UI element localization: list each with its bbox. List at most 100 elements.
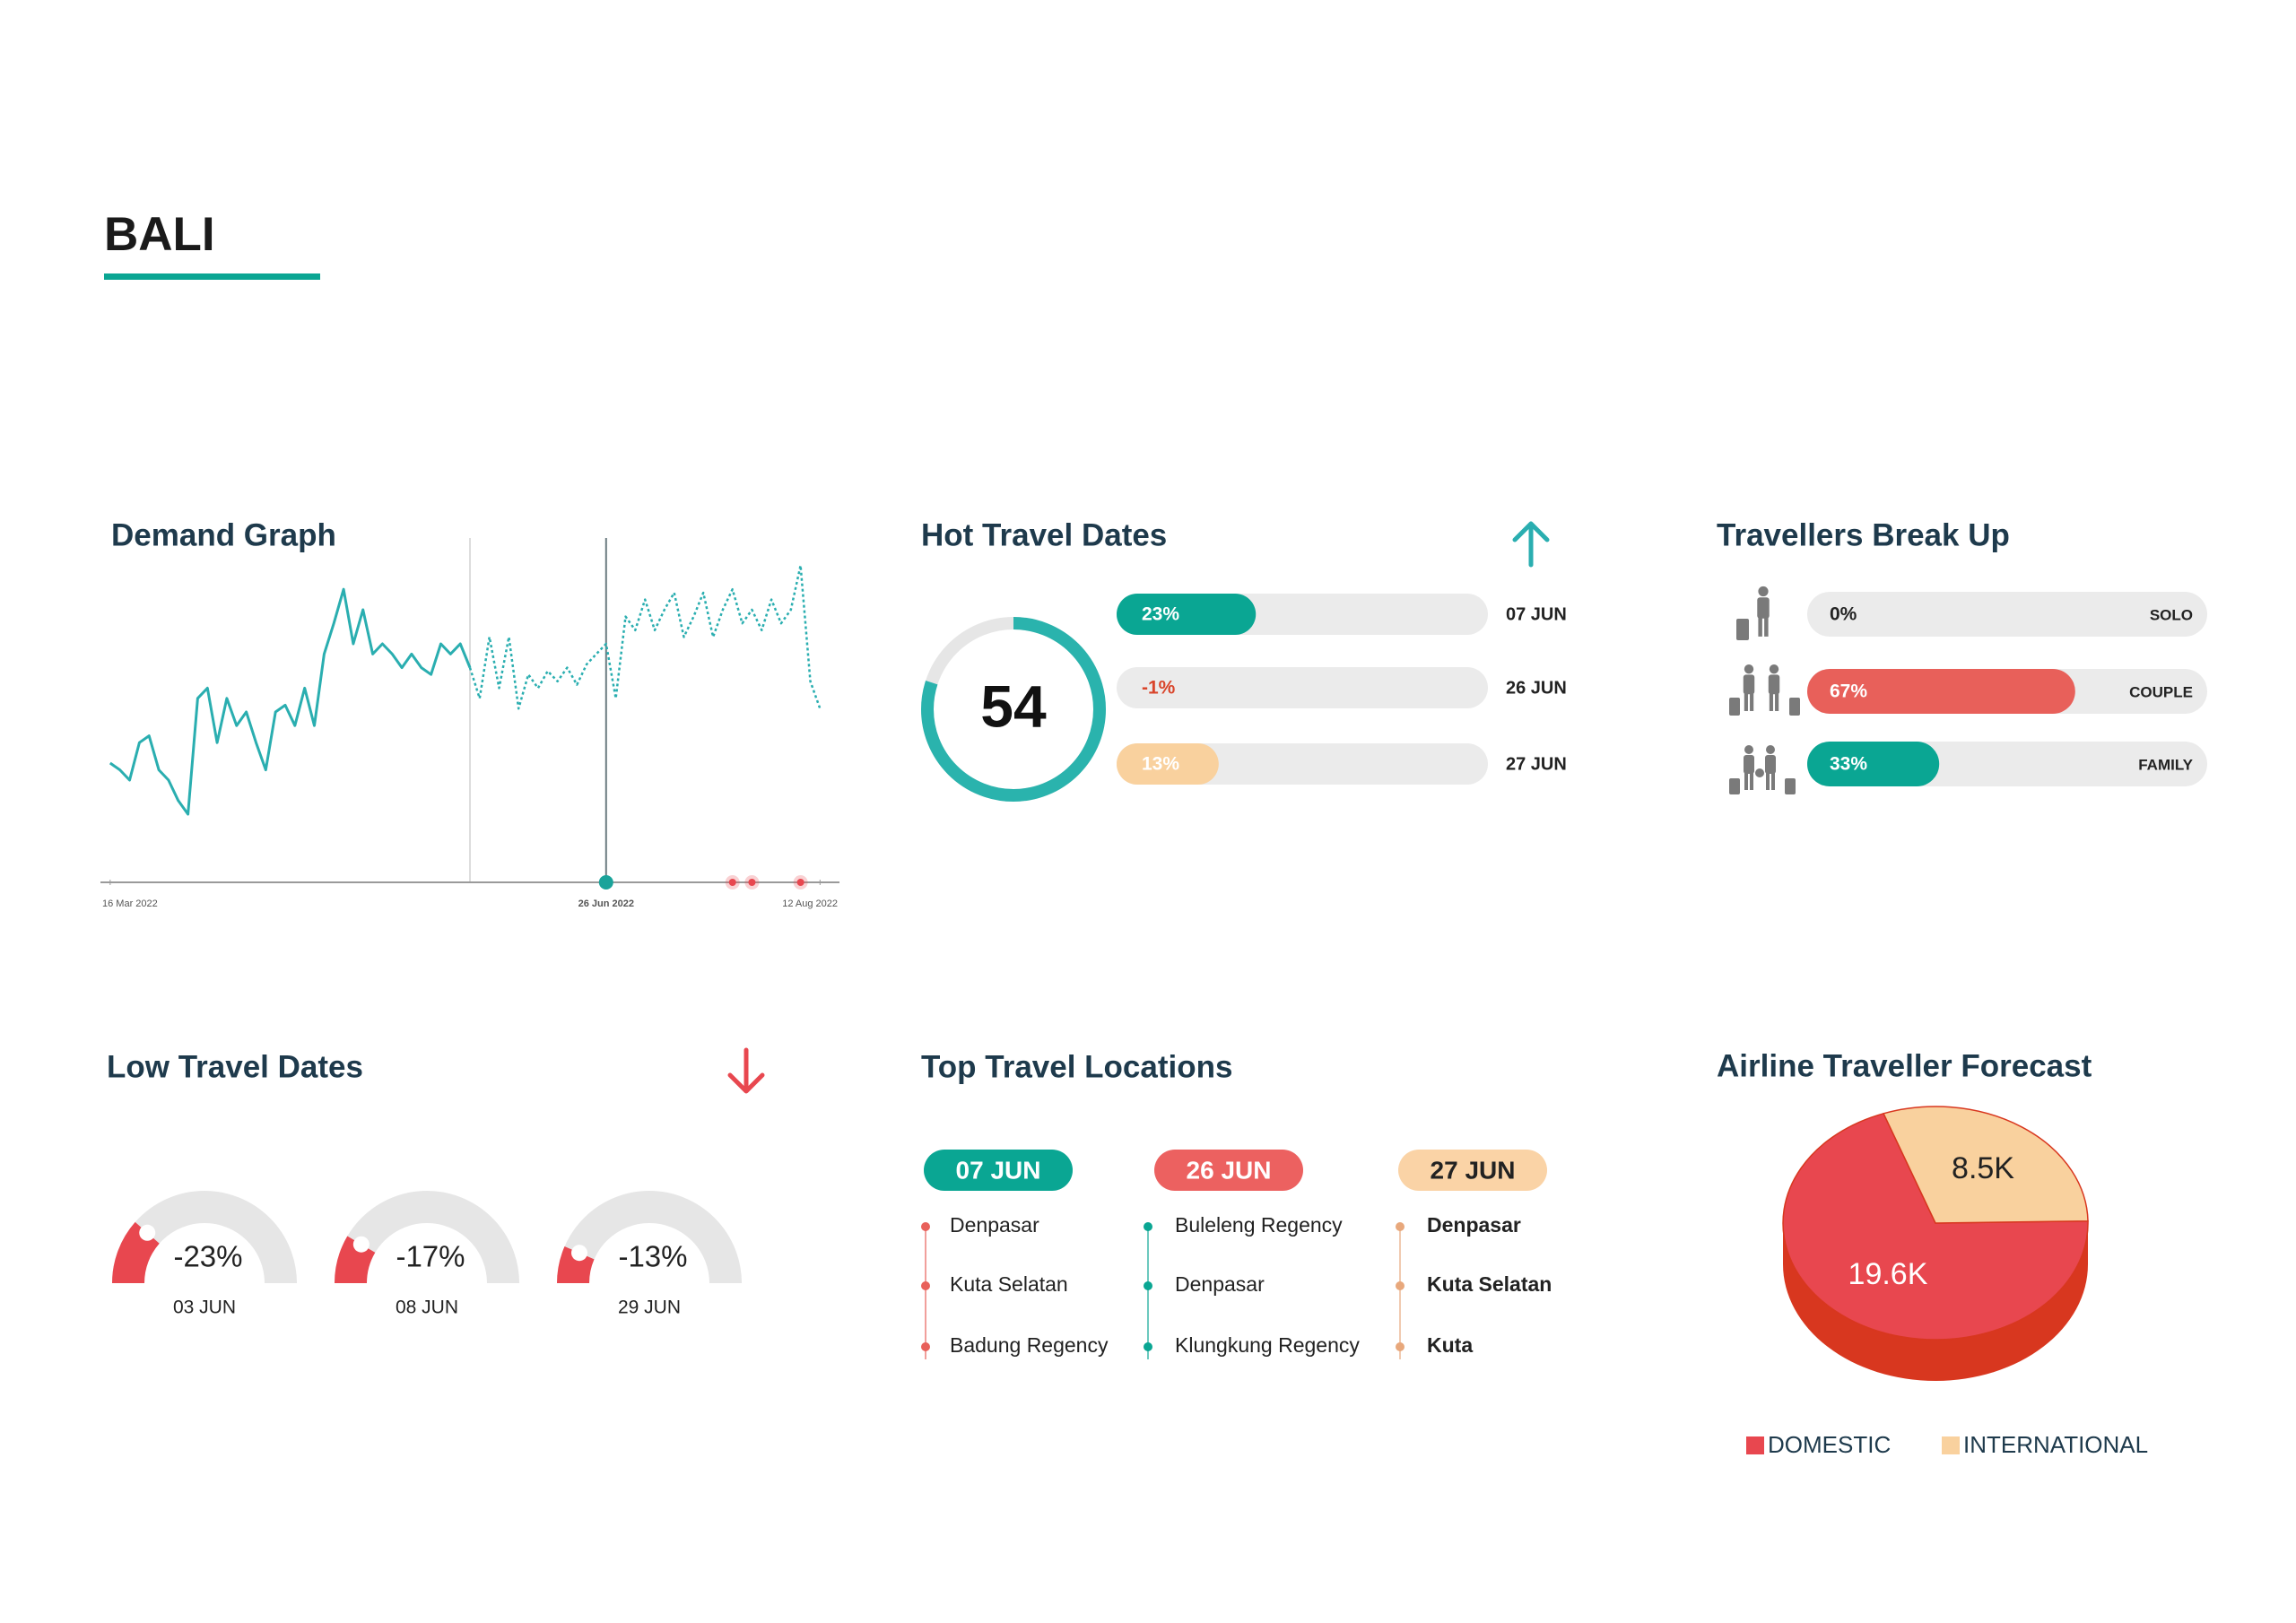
timeline-dot [1144, 1281, 1152, 1290]
legend-swatch [1746, 1436, 1764, 1454]
demand-line [109, 587, 472, 816]
timeline-dot [921, 1342, 930, 1351]
title-underline [104, 273, 320, 280]
icon-leg [1764, 617, 1769, 637]
highlight-point [598, 875, 613, 890]
icon-leg [1744, 773, 1748, 790]
place: Badung Regency [950, 1333, 1109, 1357]
trend-arrow [1512, 521, 1550, 568]
x-tick-label: 16 Mar 2022 [102, 898, 158, 909]
legend-label: DOMESTIC [1768, 1431, 1891, 1458]
timeline-dot [921, 1222, 930, 1231]
score-ring [921, 617, 1106, 802]
icon-bag [1736, 619, 1749, 640]
bar [1807, 742, 1940, 786]
date-pill [1154, 1150, 1303, 1191]
date-pill-label: 07 JUN [956, 1156, 1041, 1184]
group-label: FAMILY [2138, 756, 2193, 773]
icon-head [1744, 664, 1754, 674]
group-label: COUPLE [2129, 683, 2193, 700]
bar-label: 67% [1830, 681, 1867, 702]
bar-label: 33% [1830, 754, 1867, 775]
pie-value-label: 8.5K [1952, 1151, 2014, 1185]
gauge-knob [139, 1224, 156, 1241]
bar-label: 0% [1830, 604, 1857, 625]
place: Denpasar [1427, 1213, 1521, 1237]
bar-track [1807, 592, 2207, 637]
pie-slice [1883, 1106, 2089, 1224]
page-title: BALI [104, 208, 215, 261]
icon-body [1765, 755, 1776, 774]
place: Denpasar [950, 1213, 1039, 1237]
date-label: 08 JUN [396, 1298, 458, 1318]
timeline-dot [921, 1281, 930, 1290]
icon-leg [1750, 773, 1753, 790]
gauge-label: -13% [618, 1240, 687, 1273]
date-label: 03 JUN [173, 1298, 236, 1318]
icon-leg [1758, 617, 1762, 637]
trend-arrow [727, 1047, 765, 1094]
icon-body [1757, 597, 1770, 619]
place: Kuta [1427, 1333, 1473, 1357]
event-point [748, 879, 756, 886]
icon-leg [1771, 773, 1775, 790]
legend-swatch [1942, 1436, 1960, 1454]
bar-track [1117, 667, 1488, 708]
date-label: 07 JUN [1506, 604, 1567, 624]
x-tick-label: 12 Aug 2022 [782, 898, 838, 909]
bar-label: -1% [1142, 678, 1176, 699]
icon-body [1768, 674, 1780, 695]
timeline-dot [1144, 1222, 1152, 1231]
icon-head [1766, 745, 1775, 754]
date-label: 26 JUN [1506, 678, 1567, 698]
icon-head [1755, 768, 1764, 777]
place: Kuta Selatan [1427, 1272, 1552, 1296]
gauge-knob [570, 1245, 587, 1262]
icon-bag [1729, 698, 1740, 716]
x-tick-label: 26 Jun 2022 [578, 898, 634, 909]
place: Klungkung Regency [1175, 1333, 1360, 1357]
timeline-dot [1396, 1342, 1405, 1351]
date-label: 29 JUN [618, 1298, 681, 1318]
bar-label: 23% [1142, 604, 1179, 625]
gauge-label: -17% [396, 1240, 465, 1273]
demand-line [468, 564, 822, 710]
icon-head [1769, 664, 1779, 674]
gauge-label: -23% [173, 1240, 242, 1273]
icon-head [1758, 586, 1769, 597]
icon-head [1744, 745, 1753, 754]
bar [1117, 743, 1219, 785]
legend-label: INTERNATIONAL [1963, 1431, 2148, 1458]
date-pill-label: 26 JUN [1187, 1156, 1272, 1184]
date-pill [924, 1150, 1073, 1191]
icon-bag [1789, 698, 1800, 716]
timeline-dot [1396, 1222, 1405, 1231]
place: Buleleng Regency [1175, 1213, 1343, 1237]
gauge-value [111, 1221, 161, 1284]
icon-leg [1769, 693, 1773, 711]
icon-leg [1775, 693, 1779, 711]
icon-leg [1744, 693, 1748, 711]
place: Kuta Selatan [950, 1272, 1068, 1296]
panel-title: Low Travel Dates [107, 1049, 363, 1084]
panel-title: Top Travel Locations [921, 1049, 1232, 1084]
score: 54 [980, 673, 1047, 739]
panel-title: Demand Graph [111, 517, 336, 552]
bar [1807, 669, 2075, 714]
panel-title: Travellers Break Up [1717, 517, 2010, 552]
gauge-knob [352, 1236, 370, 1253]
date-pill [1398, 1150, 1547, 1191]
group-label: SOLO [2150, 606, 2193, 623]
timeline-dot [1396, 1281, 1405, 1290]
icon-bag [1785, 778, 1796, 794]
panel-title: Hot Travel Dates [921, 517, 1167, 552]
icon-body [1743, 674, 1755, 695]
event-point [728, 879, 736, 886]
icon-bag [1729, 778, 1740, 794]
event-point [796, 879, 804, 886]
bar [1117, 594, 1257, 635]
date-pill-label: 27 JUN [1431, 1156, 1516, 1184]
bar-label: 13% [1142, 754, 1179, 775]
